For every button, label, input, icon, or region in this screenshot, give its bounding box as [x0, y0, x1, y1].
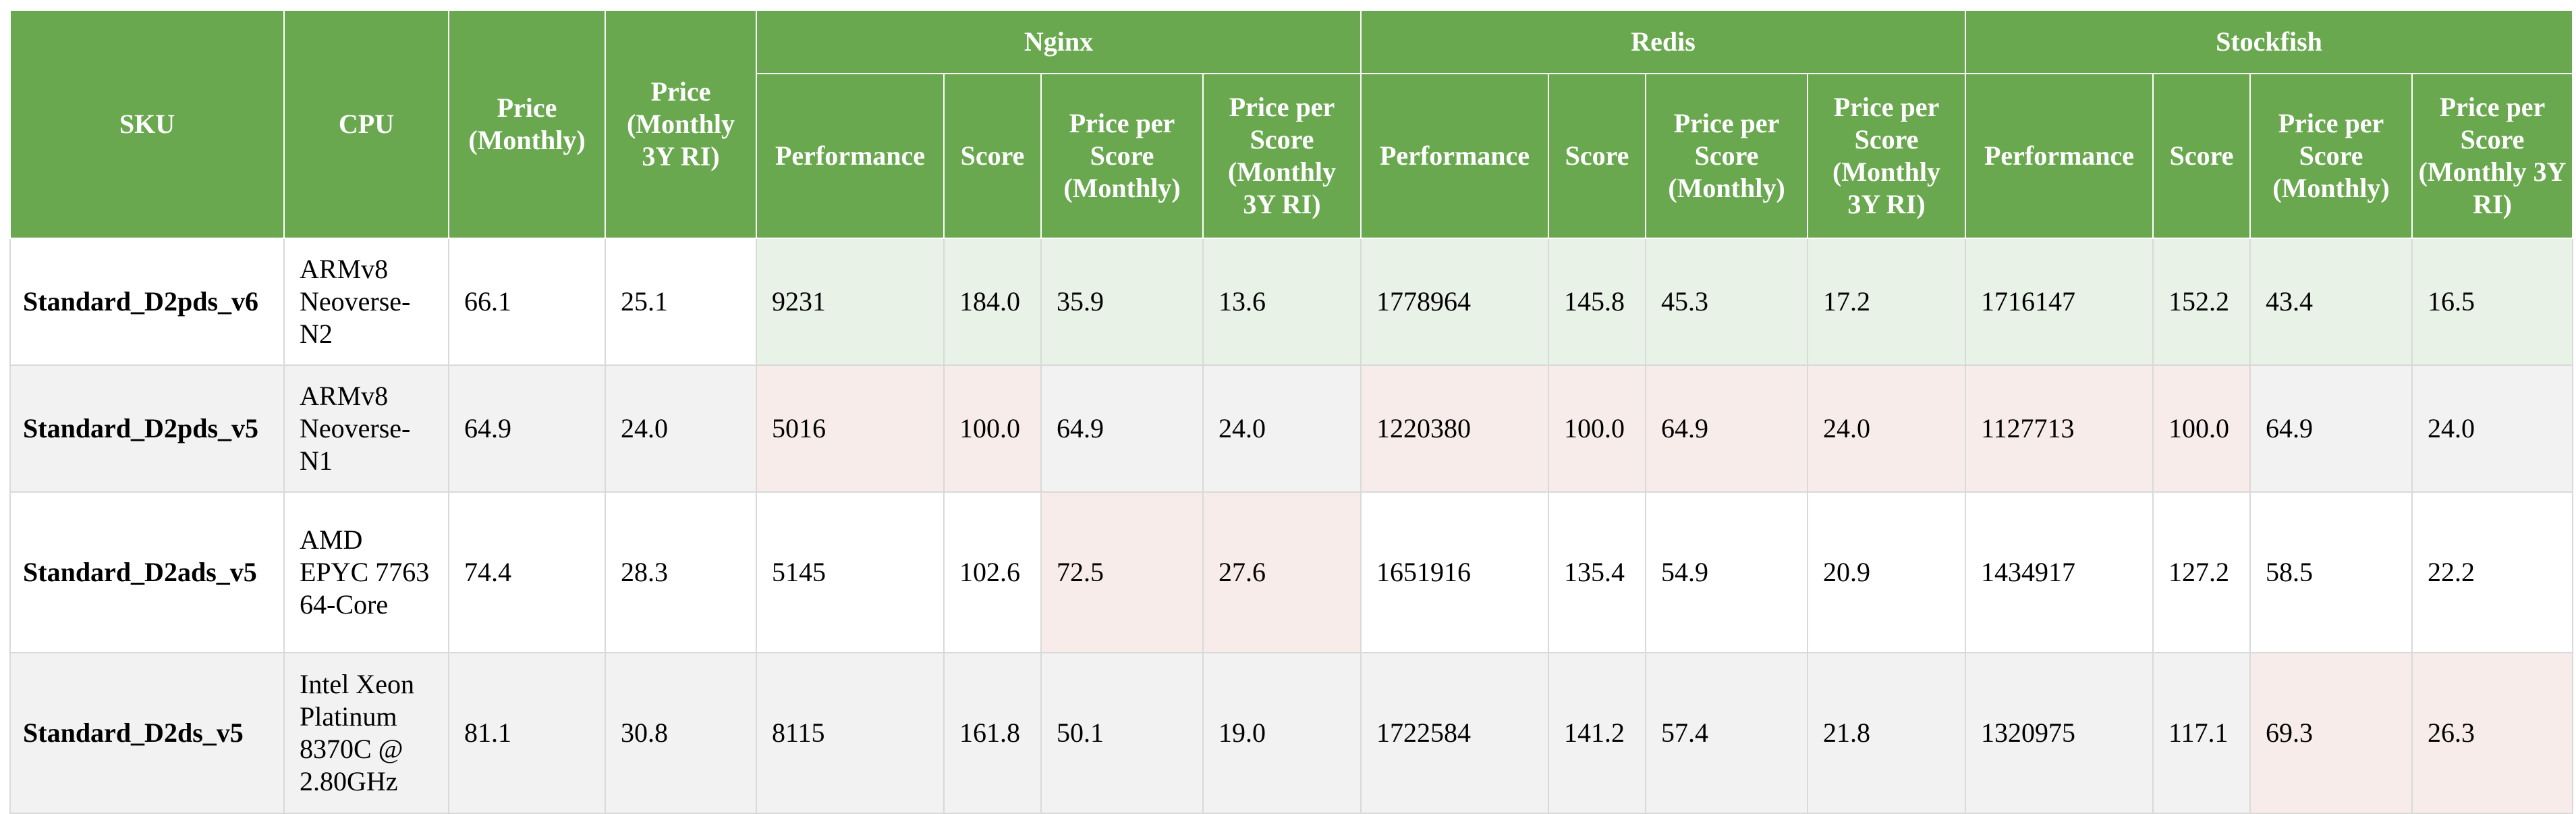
cell-nginx-performance: 5145	[756, 491, 945, 653]
header-stockfish-score: Score	[2152, 73, 2251, 239]
cell-price-monthly: 66.1	[448, 238, 606, 366]
cell-sku: Standard_D2pds_v5	[9, 364, 285, 493]
header-stockfish-price-per-score: Price per Score (Monthly)	[2249, 73, 2413, 239]
header-redis-performance: Performance	[1360, 73, 1549, 239]
table-row: Standard_D2ads_v5 AMD EPYC 7763 64-Core …	[9, 491, 2574, 653]
cell-nginx-score: 184.0	[943, 238, 1042, 366]
cell-stockfish-price-per-score: 69.3	[2249, 652, 2413, 814]
header-stockfish-price-per-score-ri: Price per Score (Monthly 3Y RI)	[2411, 73, 2574, 239]
cell-cpu: Intel Xeon Platinum 8370C @ 2.80GHz	[283, 652, 449, 814]
cell-price-ri: 25.1	[605, 238, 757, 366]
header-price-monthly: Price (Monthly)	[448, 9, 606, 239]
cell-stockfish-score: 152.2	[2152, 238, 2251, 366]
cell-redis-score: 141.2	[1548, 652, 1646, 814]
cell-stockfish-performance: 1320975	[1965, 652, 2154, 814]
cell-nginx-price-per-score: 35.9	[1040, 238, 1204, 366]
cell-nginx-performance: 5016	[756, 364, 945, 493]
cell-stockfish-performance: 1127713	[1965, 364, 2154, 493]
header-nginx-score: Score	[943, 73, 1042, 239]
cell-cpu: AMD EPYC 7763 64-Core	[283, 491, 449, 653]
header-nginx-price-per-score: Price per Score (Monthly)	[1040, 73, 1204, 239]
cell-stockfish-price-per-score-ri: 26.3	[2411, 652, 2574, 814]
header-redis-price-per-score-ri: Price per Score (Monthly 3Y RI)	[1806, 73, 1967, 239]
cell-nginx-price-per-score-ri: 27.6	[1202, 491, 1362, 653]
cell-redis-score: 135.4	[1548, 491, 1646, 653]
cell-redis-price-per-score: 54.9	[1645, 491, 1808, 653]
cell-nginx-price-per-score-ri: 24.0	[1202, 364, 1362, 493]
cell-sku: Standard_D2pds_v6	[9, 238, 285, 366]
cell-stockfish-price-per-score-ri: 16.5	[2411, 238, 2574, 366]
cell-redis-price-per-score: 45.3	[1645, 238, 1808, 366]
cell-nginx-price-per-score-ri: 13.6	[1202, 238, 1362, 366]
header-group-nginx: Nginx	[756, 9, 1362, 74]
cell-redis-price-per-score-ri: 24.0	[1806, 364, 1967, 493]
cell-nginx-score: 161.8	[943, 652, 1042, 814]
cell-price-monthly: 81.1	[448, 652, 606, 814]
cell-stockfish-price-per-score-ri: 24.0	[2411, 364, 2574, 493]
cell-price-monthly: 64.9	[448, 364, 606, 493]
cell-price-monthly: 74.4	[448, 491, 606, 653]
cell-stockfish-price-per-score: 43.4	[2249, 238, 2413, 366]
cell-redis-performance: 1722584	[1360, 652, 1549, 814]
benchmark-table: SKU CPU Price (Monthly) Price (Monthly 3…	[9, 9, 2574, 814]
cell-nginx-performance: 8115	[756, 652, 945, 814]
cell-redis-price-per-score: 64.9	[1645, 364, 1808, 493]
cell-cpu: ARMv8 Neoverse-N2	[283, 238, 449, 366]
header-redis-price-per-score: Price per Score (Monthly)	[1645, 73, 1808, 239]
cell-nginx-price-per-score: 50.1	[1040, 652, 1204, 814]
header-sku: SKU	[9, 9, 285, 239]
cell-stockfish-score: 100.0	[2152, 364, 2251, 493]
cell-nginx-price-per-score: 64.9	[1040, 364, 1204, 493]
cell-redis-price-per-score-ri: 17.2	[1806, 238, 1967, 366]
cell-redis-score: 145.8	[1548, 238, 1646, 366]
cell-stockfish-performance: 1434917	[1965, 491, 2154, 653]
cell-stockfish-price-per-score: 64.9	[2249, 364, 2413, 493]
cell-sku: Standard_D2ds_v5	[9, 652, 285, 814]
header-price-ri: Price (Monthly 3Y RI)	[605, 9, 757, 239]
header-group-redis: Redis	[1360, 9, 1967, 74]
cell-redis-performance: 1778964	[1360, 238, 1549, 366]
cell-nginx-price-per-score: 72.5	[1040, 491, 1204, 653]
cell-price-ri: 30.8	[605, 652, 757, 814]
cell-stockfish-price-per-score: 58.5	[2249, 491, 2413, 653]
header-nginx-price-per-score-ri: Price per Score (Monthly 3Y RI)	[1202, 73, 1362, 239]
cell-redis-price-per-score: 57.4	[1645, 652, 1808, 814]
header-stockfish-performance: Performance	[1965, 73, 2154, 239]
cell-stockfish-performance: 1716147	[1965, 238, 2154, 366]
cell-nginx-score: 102.6	[943, 491, 1042, 653]
cell-stockfish-score: 117.1	[2152, 652, 2251, 814]
cell-nginx-performance: 9231	[756, 238, 945, 366]
cell-price-ri: 24.0	[605, 364, 757, 493]
cell-redis-score: 100.0	[1548, 364, 1646, 493]
table-row: Standard_D2pds_v6 ARMv8 Neoverse-N2 66.1…	[9, 238, 2574, 366]
table-row: Standard_D2ds_v5 Intel Xeon Platinum 837…	[9, 652, 2574, 814]
cell-stockfish-score: 127.2	[2152, 491, 2251, 653]
cell-cpu: ARMv8 Neoverse-N1	[283, 364, 449, 493]
cell-nginx-price-per-score-ri: 19.0	[1202, 652, 1362, 814]
cell-nginx-score: 100.0	[943, 364, 1042, 493]
header-cpu: CPU	[283, 9, 449, 239]
cell-redis-price-per-score-ri: 21.8	[1806, 652, 1967, 814]
cell-price-ri: 28.3	[605, 491, 757, 653]
header-group-stockfish: Stockfish	[1965, 9, 2574, 74]
benchmark-table-wrapper: SKU CPU Price (Monthly) Price (Monthly 3…	[9, 9, 2574, 814]
cell-redis-performance: 1220380	[1360, 364, 1549, 493]
cell-redis-performance: 1651916	[1360, 491, 1549, 653]
header-redis-score: Score	[1548, 73, 1646, 239]
cell-sku: Standard_D2ads_v5	[9, 491, 285, 653]
cell-redis-price-per-score-ri: 20.9	[1806, 491, 1967, 653]
cell-stockfish-price-per-score-ri: 22.2	[2411, 491, 2574, 653]
table-row: Standard_D2pds_v5 ARMv8 Neoverse-N1 64.9…	[9, 364, 2574, 493]
header-nginx-performance: Performance	[756, 73, 945, 239]
